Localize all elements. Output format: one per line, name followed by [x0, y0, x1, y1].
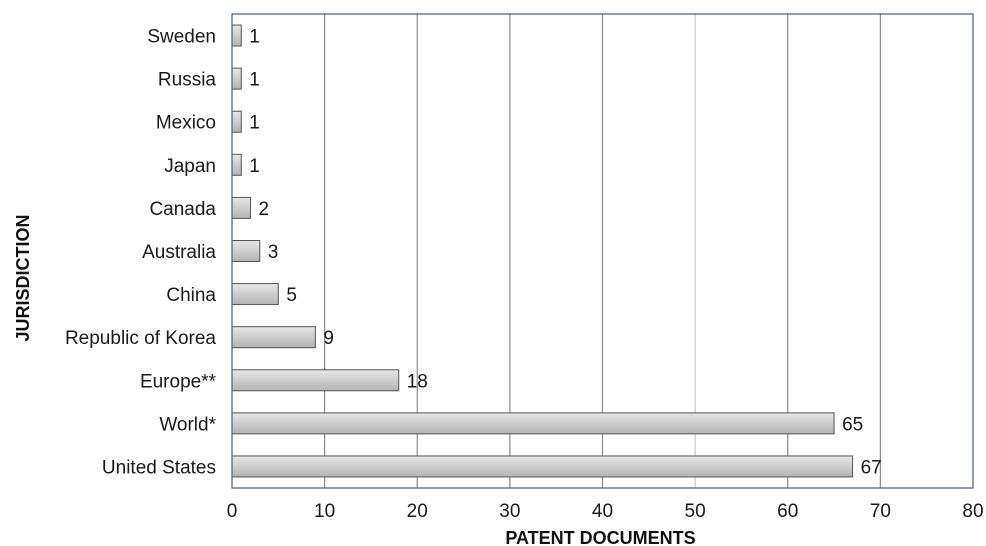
- x-tick-label: 0: [227, 501, 238, 522]
- x-tick-label: 50: [685, 501, 706, 522]
- data-label: 65: [842, 414, 863, 435]
- category-label: Australia: [142, 242, 216, 263]
- category-label: Sweden: [147, 27, 216, 48]
- x-tick-label: 60: [777, 501, 798, 522]
- x-axis-title: PATENT DOCUMENTS: [505, 528, 695, 546]
- data-label: 1: [249, 156, 260, 177]
- x-tick-label: 20: [407, 501, 428, 522]
- data-labels: 1 1 1 1 2 3 5 9 18 65 67: [249, 27, 881, 479]
- x-tick-label: 70: [870, 501, 891, 522]
- category-label: United States: [102, 457, 216, 478]
- bar-united-states: [231, 455, 854, 478]
- category-label: Europe**: [140, 371, 217, 392]
- bar-russia: [231, 67, 242, 90]
- bar-republic-of-korea: [231, 326, 316, 349]
- x-tick-label: 10: [314, 501, 335, 522]
- data-label: 67: [861, 457, 882, 478]
- data-label: 3: [268, 242, 279, 263]
- category-label: World*: [159, 414, 216, 435]
- bar-world: [231, 412, 835, 435]
- plot-area-border: [231, 13, 974, 489]
- bar-europe: [231, 369, 400, 392]
- category-label: China: [166, 285, 216, 306]
- data-label: 1: [249, 27, 260, 48]
- x-tick-label: 30: [499, 501, 520, 522]
- data-label: 5: [286, 285, 297, 306]
- category-label: Canada: [149, 199, 216, 220]
- bar-canada: [231, 196, 252, 219]
- bar-china: [231, 283, 279, 306]
- x-tick-label: 80: [962, 501, 983, 522]
- bar-australia: [231, 240, 261, 262]
- y-axis-title: JURISDICTION: [13, 214, 33, 341]
- x-tick-labels: 0 10 20 30 40 50 60 70 80: [227, 501, 984, 522]
- data-label: 1: [249, 113, 260, 134]
- category-label: Russia: [158, 70, 217, 91]
- data-label: 9: [323, 328, 334, 349]
- category-labels: Sweden Russia Mexico Japan Canada Australia Ch…: [65, 27, 217, 479]
- category-label: Mexico: [156, 113, 216, 134]
- data-label: 2: [259, 199, 270, 220]
- data-label: 1: [249, 70, 260, 91]
- bar-sweden: [231, 24, 242, 47]
- gridlines: [324, 14, 881, 488]
- x-tick-label: 40: [592, 501, 613, 522]
- data-label: 18: [407, 371, 428, 392]
- category-label: Republic of Korea: [65, 328, 216, 349]
- bar-mexico: [231, 110, 242, 133]
- category-label: Japan: [164, 156, 216, 177]
- bar-japan: [231, 153, 242, 176]
- bars: [231, 24, 854, 478]
